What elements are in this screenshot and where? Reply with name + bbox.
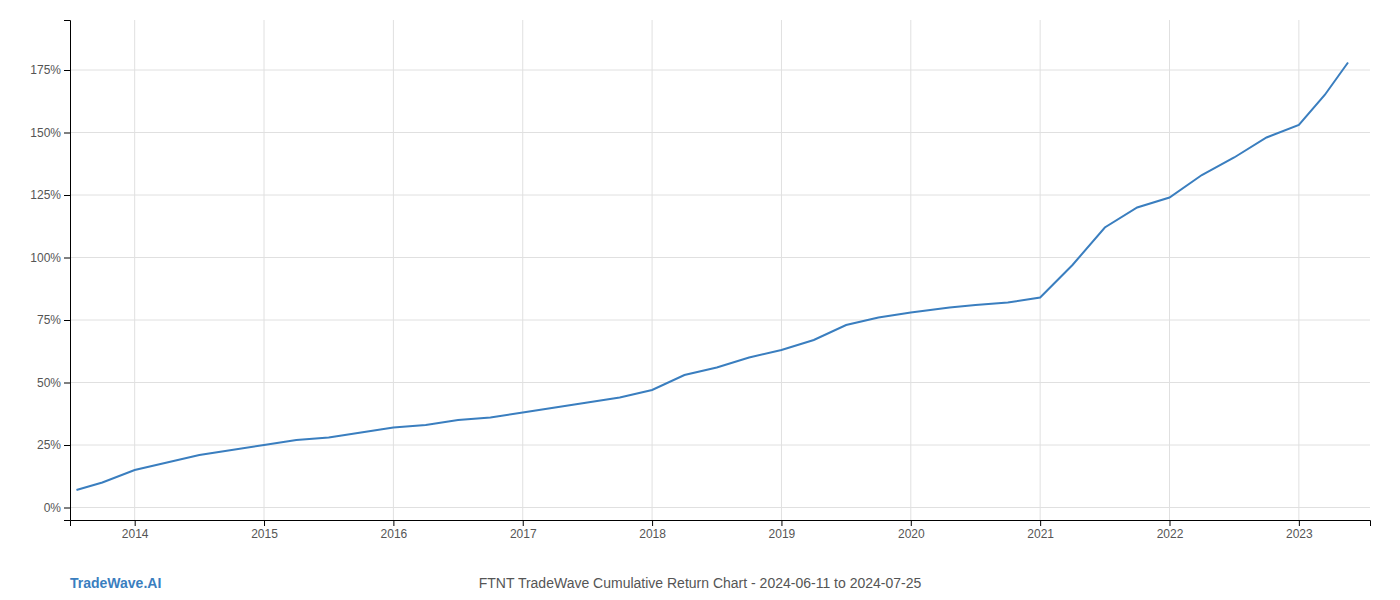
- tick-label: 2015: [251, 527, 278, 541]
- grid-line: [70, 70, 1370, 71]
- line: [76, 63, 1348, 491]
- tick: 2022: [1157, 520, 1184, 541]
- tick-label: 2018: [639, 527, 666, 541]
- tick-mark: [64, 195, 70, 196]
- tick: 75%: [37, 313, 70, 327]
- tick: 125%: [30, 188, 70, 202]
- tick-label: 2016: [381, 527, 408, 541]
- tick: 2019: [769, 520, 796, 541]
- tick: 2023: [1286, 520, 1313, 541]
- x-axis-line: [71, 521, 1371, 527]
- grid: [70, 20, 1370, 520]
- tick-label: 2020: [898, 527, 925, 541]
- tick-mark: [64, 320, 70, 321]
- tick-label: 125%: [30, 188, 61, 202]
- tick: 150%: [30, 126, 70, 140]
- tick-mark: [264, 520, 265, 526]
- grid-line: [70, 132, 1370, 133]
- tick: 2018: [639, 520, 666, 541]
- grid-line: [70, 507, 1370, 508]
- tick-mark: [64, 445, 70, 446]
- y-axis-line: [64, 21, 71, 521]
- tick-label: 2021: [1027, 527, 1054, 541]
- tick-label: 2017: [510, 527, 537, 541]
- tick-mark: [64, 258, 70, 259]
- plot: 2014 2015 2016 2017 2018 2019 2020 2021 2022 2023…: [30, 20, 1370, 541]
- tick: 25%: [37, 438, 70, 452]
- tick-mark: [64, 508, 70, 509]
- tick-label: 2019: [769, 527, 796, 541]
- tick: 0%: [44, 501, 70, 515]
- chart: 2014 2015 2016 2017 2018 2019 2020 2021 2022 2023…: [0, 0, 1400, 600]
- grid-line: [70, 382, 1370, 383]
- tick-label: 175%: [30, 63, 61, 77]
- tick-mark: [64, 133, 70, 134]
- tick: 100%: [30, 251, 70, 265]
- grid-line: [70, 320, 1370, 321]
- tick-label: 150%: [30, 126, 61, 140]
- watermark: TradeWave.AI: [70, 575, 161, 591]
- marks: [76, 63, 1348, 491]
- tick-label: 75%: [37, 313, 61, 327]
- tick: 2020: [898, 520, 925, 541]
- tick: 175%: [30, 63, 70, 77]
- tick-mark: [523, 520, 524, 526]
- tick-label: 100%: [30, 251, 61, 265]
- tick: 50%: [37, 376, 70, 390]
- y-axis: 0% 25% 50% 75% 100% 125% 150% 175%: [30, 21, 70, 521]
- tick-mark: [393, 520, 394, 526]
- tick-mark: [652, 520, 653, 526]
- tick: 2021: [1027, 520, 1054, 541]
- tick-mark: [911, 520, 912, 526]
- tick-label: 2014: [122, 527, 149, 541]
- tick-mark: [64, 383, 70, 384]
- tick-label: 25%: [37, 438, 61, 452]
- x-axis: 2014 2015 2016 2017 2018 2019 2020 2021 2022 2023: [71, 520, 1371, 541]
- tick-label: 0%: [44, 501, 62, 515]
- tick-mark: [135, 520, 136, 526]
- tick-mark: [64, 70, 70, 71]
- tick: 2014: [122, 520, 149, 541]
- tick-mark: [781, 520, 782, 526]
- title: FTNT TradeWave Cumulative Return Chart -…: [479, 575, 922, 591]
- tick-label: 50%: [37, 376, 61, 390]
- tick-mark: [1170, 520, 1171, 526]
- tick-mark: [1040, 520, 1041, 526]
- tick: 2017: [510, 520, 537, 541]
- tick-mark: [1299, 520, 1300, 526]
- tick-label: 2022: [1157, 527, 1184, 541]
- grid-line: [70, 257, 1370, 258]
- tick-label: 2023: [1286, 527, 1313, 541]
- tick: 2015: [251, 520, 278, 541]
- tick: 2016: [381, 520, 408, 541]
